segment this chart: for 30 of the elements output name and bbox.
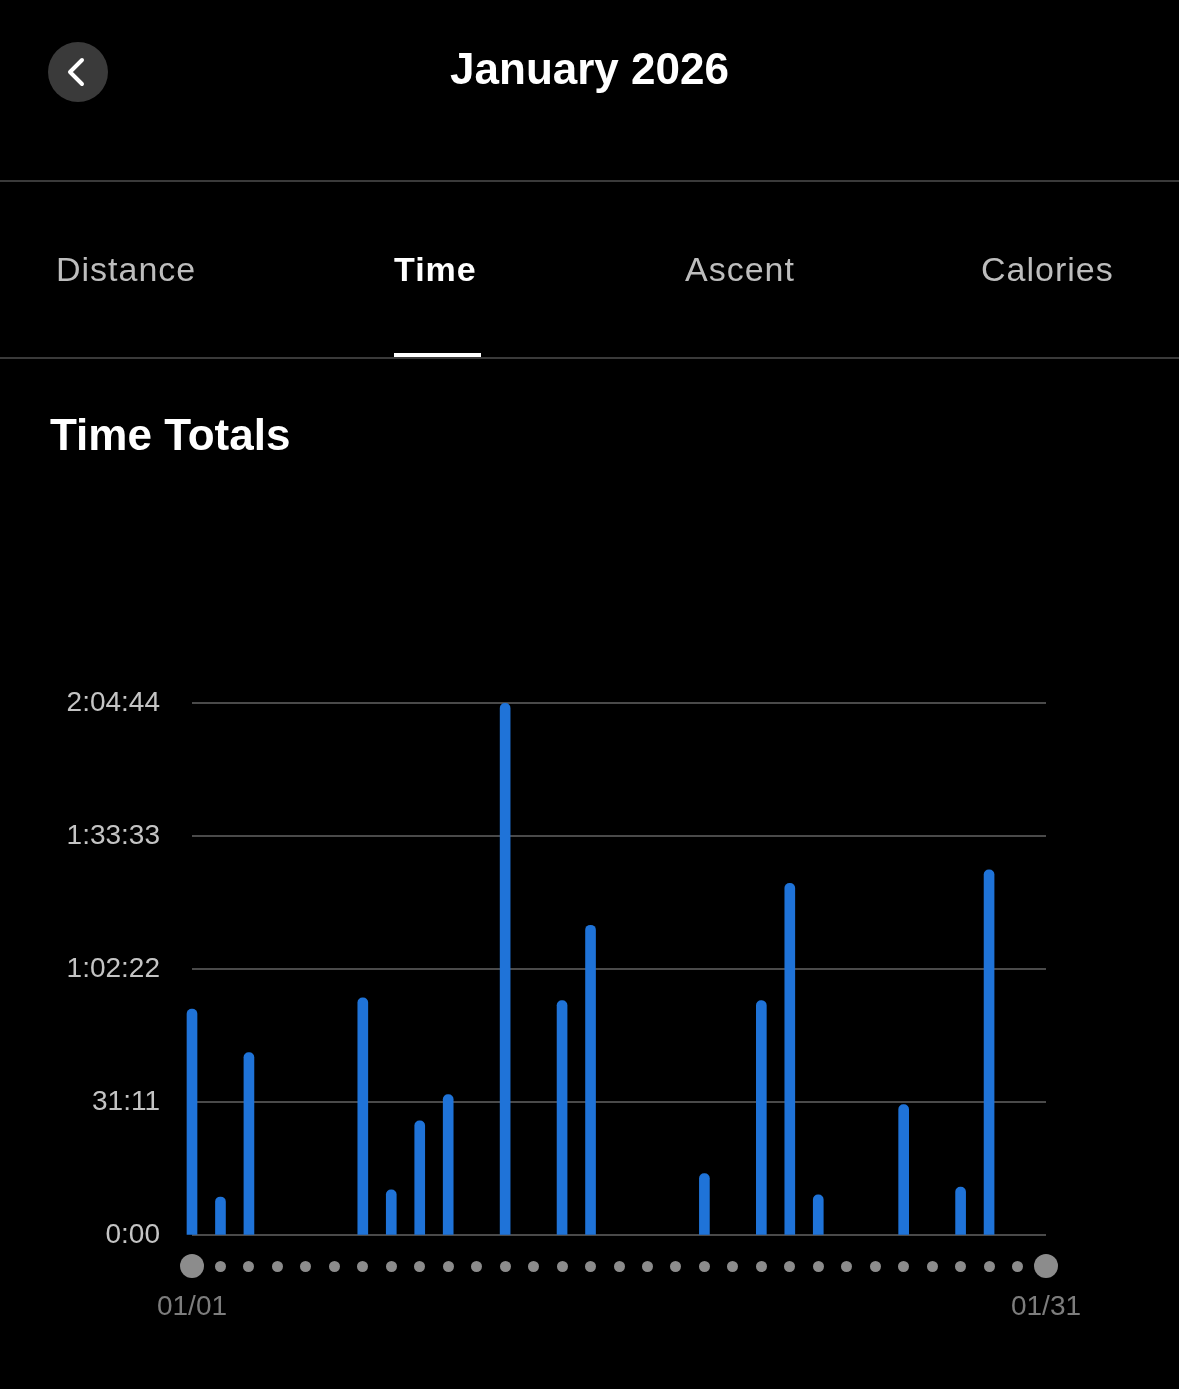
bar: [499, 702, 511, 1235]
y-tick-label: 0:00: [105, 1218, 160, 1250]
bar: [812, 1194, 824, 1235]
bar: [556, 1000, 568, 1235]
bar: [186, 1008, 198, 1235]
x-tick-label: 01/31: [1010, 1289, 1082, 1321]
chart-title: Time Totals: [50, 410, 291, 460]
y-tick-label: 1:33:33: [66, 818, 160, 850]
bar: [784, 882, 796, 1235]
bar: [983, 869, 995, 1235]
bar: [898, 1104, 909, 1235]
text: Ascent: [685, 250, 795, 289]
bar: [585, 924, 596, 1235]
bar: [215, 1196, 226, 1235]
x-tick-label: 01/01: [156, 1289, 228, 1321]
text: Distance: [56, 250, 197, 289]
bar: [243, 1052, 255, 1235]
y-tick-label: 31:11: [92, 1085, 160, 1117]
bar: [955, 1186, 966, 1235]
bar: [756, 1000, 767, 1235]
bar: [357, 997, 369, 1235]
y-tick-label: 1:02:22: [66, 951, 160, 983]
text: Time: [394, 250, 477, 289]
bar: [414, 1120, 426, 1235]
chart-subtitle: January 2026: [449, 44, 730, 94]
bar: [699, 1173, 710, 1235]
bar: [442, 1094, 454, 1235]
text: Calories: [981, 250, 1114, 289]
bar: [385, 1189, 397, 1235]
y-tick-label: 2:04:44: [66, 685, 160, 717]
